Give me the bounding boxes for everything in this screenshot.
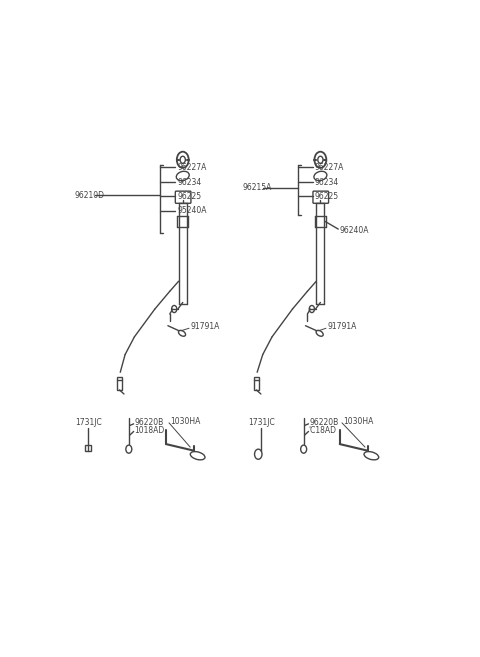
Text: 91791A: 91791A	[190, 322, 219, 331]
Text: 96220B: 96220B	[309, 419, 338, 427]
Text: 96225: 96225	[177, 192, 201, 200]
Text: 91791A: 91791A	[327, 322, 357, 331]
Text: 96210D: 96210D	[75, 191, 105, 200]
Text: 'C18AD: 'C18AD	[309, 426, 336, 435]
Text: 1731JC: 1731JC	[76, 419, 102, 427]
Text: 1731JC: 1731JC	[248, 419, 275, 427]
Text: 96227A: 96227A	[177, 163, 206, 172]
Text: 96240A: 96240A	[339, 226, 369, 235]
Text: 1018AD: 1018AD	[134, 426, 165, 435]
Text: 96215A: 96215A	[242, 183, 272, 192]
Text: 96220B: 96220B	[134, 419, 164, 427]
Text: 1030HA: 1030HA	[343, 417, 373, 426]
Text: 96225: 96225	[315, 192, 339, 200]
Bar	[85, 445, 91, 451]
Text: 96234: 96234	[177, 177, 202, 187]
Bar	[254, 377, 259, 390]
Text: 95240A: 95240A	[177, 206, 207, 215]
Text: 1030HA: 1030HA	[170, 417, 200, 426]
Text: 96234: 96234	[315, 177, 339, 187]
Text: 96227A: 96227A	[315, 163, 344, 172]
Bar	[117, 377, 122, 390]
